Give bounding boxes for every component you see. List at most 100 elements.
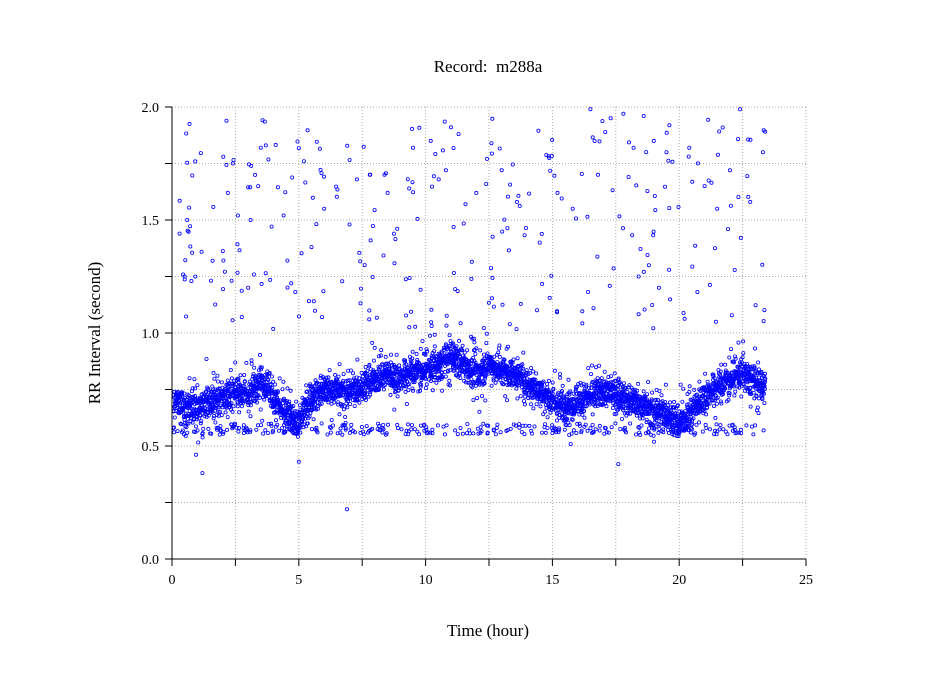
data-point bbox=[577, 421, 582, 426]
data-point bbox=[574, 216, 579, 221]
data-point bbox=[306, 299, 311, 304]
data-point bbox=[716, 152, 721, 157]
data-point bbox=[597, 139, 602, 144]
data-point bbox=[591, 430, 596, 435]
data-point bbox=[651, 138, 656, 143]
data-point bbox=[593, 427, 598, 432]
data-point bbox=[446, 368, 451, 373]
data-point bbox=[437, 377, 442, 382]
data-point bbox=[289, 281, 294, 286]
data-point bbox=[263, 372, 268, 377]
data-point bbox=[219, 413, 224, 418]
data-point bbox=[199, 419, 204, 424]
data-point bbox=[736, 194, 741, 199]
data-point bbox=[502, 217, 507, 222]
data-point bbox=[527, 423, 532, 428]
data-point bbox=[193, 393, 198, 398]
data-point bbox=[616, 407, 621, 412]
data-point bbox=[432, 332, 437, 337]
data-point bbox=[424, 347, 429, 352]
data-point bbox=[486, 300, 491, 305]
data-point bbox=[763, 371, 768, 376]
data-point bbox=[424, 382, 429, 387]
data-point bbox=[483, 373, 488, 378]
data-point bbox=[257, 352, 262, 357]
data-point bbox=[597, 363, 602, 368]
data-point bbox=[570, 417, 575, 422]
data-point bbox=[466, 380, 471, 385]
data-point bbox=[583, 422, 588, 427]
data-point bbox=[403, 389, 408, 394]
data-point bbox=[574, 430, 579, 435]
data-point bbox=[613, 421, 618, 426]
data-point bbox=[608, 374, 613, 379]
data-point bbox=[280, 387, 285, 392]
data-point bbox=[585, 428, 590, 433]
data-point bbox=[580, 321, 585, 326]
data-point bbox=[244, 360, 249, 365]
data-point bbox=[673, 411, 678, 416]
data-point bbox=[719, 362, 724, 367]
data-point bbox=[638, 432, 643, 437]
data-point bbox=[636, 274, 641, 279]
data-point bbox=[685, 423, 690, 428]
x-tick-label: 20 bbox=[672, 573, 686, 588]
data-point bbox=[406, 388, 411, 393]
data-point bbox=[263, 271, 268, 276]
data-point bbox=[616, 462, 621, 467]
data-point bbox=[531, 406, 536, 411]
data-point bbox=[490, 116, 495, 121]
data-point bbox=[753, 423, 758, 428]
data-point bbox=[529, 428, 534, 433]
data-point bbox=[179, 422, 184, 427]
data-point bbox=[381, 253, 386, 258]
data-point bbox=[343, 420, 348, 425]
data-point bbox=[287, 399, 292, 404]
data-point bbox=[340, 432, 345, 437]
data-point bbox=[703, 422, 708, 427]
data-point bbox=[181, 408, 186, 413]
data-point bbox=[723, 386, 728, 391]
data-point bbox=[262, 397, 267, 402]
data-point bbox=[631, 145, 636, 150]
data-point bbox=[205, 407, 210, 412]
data-point bbox=[502, 357, 507, 362]
data-point bbox=[444, 313, 449, 318]
data-point bbox=[653, 208, 658, 213]
data-point bbox=[253, 375, 258, 380]
data-point bbox=[266, 421, 271, 426]
data-point bbox=[579, 171, 584, 176]
data-point bbox=[249, 358, 254, 363]
data-point bbox=[454, 344, 459, 349]
data-point bbox=[582, 409, 587, 414]
data-point bbox=[623, 405, 628, 410]
data-point bbox=[451, 270, 456, 275]
data-point bbox=[403, 358, 408, 363]
data-point bbox=[477, 375, 482, 380]
data-point bbox=[235, 270, 240, 275]
data-point bbox=[474, 346, 479, 351]
data-point bbox=[214, 425, 219, 430]
data-point bbox=[705, 401, 710, 406]
data-point bbox=[348, 426, 353, 431]
data-point bbox=[597, 423, 602, 428]
data-point bbox=[617, 214, 622, 219]
data-point bbox=[444, 423, 449, 428]
data-point bbox=[529, 431, 534, 436]
data-point bbox=[372, 345, 377, 350]
data-point bbox=[676, 434, 681, 439]
data-point bbox=[200, 431, 205, 436]
data-point bbox=[426, 430, 431, 435]
data-point bbox=[746, 194, 751, 199]
data-point bbox=[419, 382, 424, 387]
data-point bbox=[254, 427, 259, 432]
data-point bbox=[240, 396, 245, 401]
data-point bbox=[481, 421, 486, 426]
data-point bbox=[497, 343, 502, 348]
data-point bbox=[752, 364, 757, 369]
data-point bbox=[545, 381, 550, 386]
data-point bbox=[281, 379, 286, 384]
data-point bbox=[485, 430, 490, 435]
data-point bbox=[211, 416, 216, 421]
data-point bbox=[264, 392, 269, 397]
